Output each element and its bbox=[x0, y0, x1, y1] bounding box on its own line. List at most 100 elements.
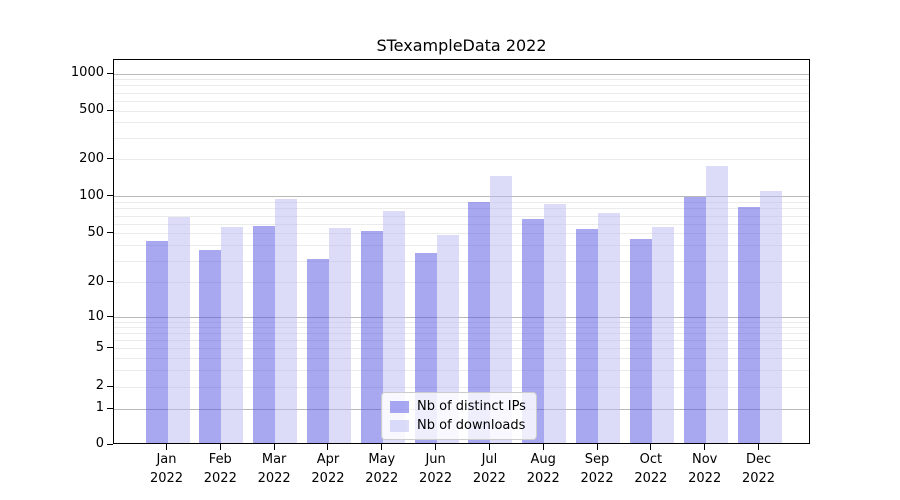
gridline-minor bbox=[114, 92, 809, 94]
gridline-minor bbox=[114, 159, 809, 161]
y-tick-mark bbox=[107, 407, 113, 409]
bar-downloads-nov bbox=[705, 166, 728, 443]
year-label: 2022 bbox=[257, 471, 291, 486]
x-tick-mark bbox=[435, 444, 437, 450]
y-tick-mark bbox=[107, 443, 113, 445]
bar-downloads-apr bbox=[328, 227, 351, 443]
x-tick-label-dec: Dec 2022 bbox=[729, 450, 789, 488]
year-label: 2022 bbox=[688, 471, 722, 486]
y-tick-label: 50 bbox=[87, 224, 104, 240]
gridline-minor bbox=[114, 79, 809, 81]
bar-downloads-may bbox=[382, 211, 405, 443]
year-label: 2022 bbox=[419, 471, 453, 486]
y-tick-label: 10 bbox=[87, 308, 104, 324]
x-tick-label-jun: Jun 2022 bbox=[406, 450, 466, 488]
bar-distinct-ips-nov bbox=[683, 196, 706, 443]
x-tick-label-sep: Sep 2022 bbox=[567, 450, 627, 488]
month-label: Sep bbox=[584, 452, 610, 467]
gridline-minor bbox=[114, 340, 809, 342]
y-tick-mark bbox=[107, 232, 113, 234]
y-tick-mark bbox=[107, 109, 113, 111]
bar-downloads-dec bbox=[759, 190, 782, 443]
gridline-major bbox=[114, 73, 809, 75]
x-tick-mark bbox=[758, 444, 760, 450]
gridline-minor bbox=[114, 100, 809, 102]
bar-downloads-jul bbox=[490, 176, 513, 443]
y-tick-label: 100 bbox=[79, 187, 104, 203]
gridline-minor bbox=[114, 122, 809, 124]
bar-distinct-ips-sep bbox=[576, 228, 599, 443]
month-label: Oct bbox=[639, 452, 663, 467]
gridline-minor bbox=[114, 202, 809, 204]
gridline-minor bbox=[114, 137, 809, 139]
legend-swatch-icon bbox=[390, 419, 409, 432]
gridline-minor bbox=[114, 85, 809, 87]
x-tick-mark bbox=[542, 444, 544, 450]
y-tick-mark bbox=[107, 347, 113, 349]
gridline-major bbox=[114, 196, 809, 198]
year-label: 2022 bbox=[472, 471, 506, 486]
legend-item-distinct-ips: Nb of distinct IPs bbox=[390, 399, 526, 414]
x-tick-label-apr: Apr 2022 bbox=[298, 450, 358, 488]
x-tick-label-jul: Jul 2022 bbox=[459, 450, 519, 488]
bar-downloads-oct bbox=[651, 226, 674, 443]
gridline-minor bbox=[114, 110, 809, 112]
gridline-minor bbox=[114, 208, 809, 210]
legend-label: Nb of downloads bbox=[417, 418, 526, 433]
bar-distinct-ips-may bbox=[360, 230, 383, 443]
gridline-minor bbox=[114, 260, 809, 262]
y-tick-mark bbox=[107, 195, 113, 197]
y-tick-label: 0 bbox=[95, 436, 104, 451]
bar-downloads-mar bbox=[275, 198, 298, 443]
gridline-minor bbox=[114, 322, 809, 324]
year-label: 2022 bbox=[580, 471, 614, 486]
bar-distinct-ips-oct bbox=[629, 238, 652, 443]
bar-distinct-ips-aug bbox=[522, 218, 545, 443]
bar-downloads-jun bbox=[436, 235, 459, 443]
x-tick-mark bbox=[219, 444, 221, 450]
x-tick-label-nov: Nov 2022 bbox=[675, 450, 735, 488]
year-label: 2022 bbox=[526, 471, 560, 486]
x-tick-label-mar: Mar 2022 bbox=[244, 450, 304, 488]
y-tick-label: 200 bbox=[79, 150, 104, 166]
gridline-minor bbox=[114, 245, 809, 247]
x-tick-mark bbox=[381, 444, 383, 450]
year-label: 2022 bbox=[365, 471, 399, 486]
y-tick-label: 1000 bbox=[70, 65, 104, 80]
y-tick-label: 1 bbox=[95, 400, 104, 415]
y-tick-mark bbox=[107, 72, 113, 74]
plot-area: Nb of distinct IPs Nb of downloads bbox=[113, 59, 810, 444]
legend-swatch-icon bbox=[390, 400, 409, 413]
month-label: Apr bbox=[316, 452, 340, 467]
bar-distinct-ips-jul bbox=[468, 201, 491, 443]
y-tick-label: 20 bbox=[87, 273, 104, 289]
year-label: 2022 bbox=[741, 471, 776, 486]
gridline-major bbox=[114, 317, 809, 319]
y-tick-label: 2 bbox=[95, 378, 104, 394]
month-label: Feb bbox=[208, 452, 232, 467]
month-label: Jan bbox=[156, 452, 177, 467]
gridline-minor bbox=[114, 215, 809, 217]
x-tick-label-feb: Feb 2022 bbox=[190, 450, 250, 488]
bar-downloads-aug bbox=[544, 203, 567, 443]
x-tick-mark bbox=[273, 444, 275, 450]
x-tick-label-oct: Oct 2022 bbox=[621, 450, 681, 488]
month-label: Dec bbox=[745, 452, 772, 467]
bar-distinct-ips-mar bbox=[253, 225, 276, 443]
year-label: 2022 bbox=[634, 471, 668, 486]
x-tick-label-may: May 2022 bbox=[352, 450, 412, 488]
x-tick-label-jan: Jan 2022 bbox=[137, 450, 197, 488]
gridline-minor bbox=[114, 233, 809, 235]
bar-downloads-sep bbox=[598, 212, 621, 443]
month-label: Jul bbox=[481, 452, 498, 467]
y-tick-label: 5 bbox=[95, 339, 104, 355]
bar-distinct-ips-feb bbox=[199, 249, 222, 443]
gridline-minor bbox=[114, 357, 809, 359]
bar-downloads-jan bbox=[167, 217, 190, 443]
x-tick-mark bbox=[704, 444, 706, 450]
legend-item-downloads: Nb of downloads bbox=[390, 418, 526, 433]
bar-distinct-ips-apr bbox=[306, 259, 329, 443]
gridline-minor bbox=[114, 327, 809, 329]
x-tick-mark bbox=[488, 444, 490, 450]
